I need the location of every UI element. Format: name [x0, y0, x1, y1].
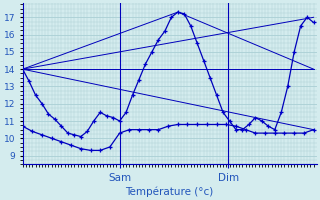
X-axis label: Température (°c): Température (°c)	[125, 186, 214, 197]
